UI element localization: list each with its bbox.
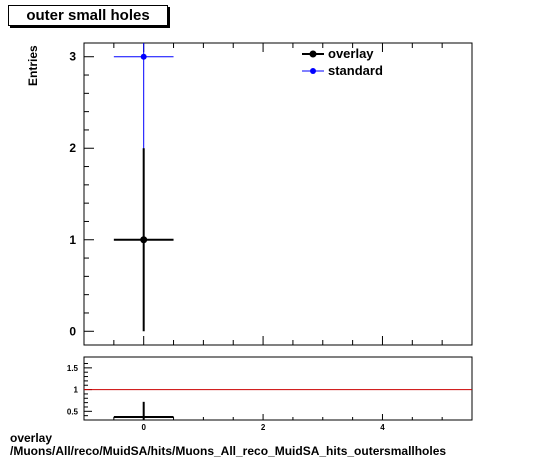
ratio-x-tick-label: 0 — [141, 423, 146, 432]
legend-label-overlay: overlay — [328, 46, 374, 61]
legend-item-overlay: overlay — [302, 45, 383, 62]
main-plot-frame — [83, 42, 473, 346]
series-overlay-point — [140, 236, 148, 244]
footer-line-1: overlay — [10, 431, 53, 445]
ratio-y-tick-label: 1 — [74, 386, 79, 395]
chart-title: outer small holes — [8, 5, 168, 26]
y-axis-label: Entries — [26, 45, 40, 86]
legend-marker-overlay — [302, 50, 324, 57]
series-standard-point — [140, 53, 147, 60]
footer-line-2: /Muons/All/reco/MuidSA/hits/Muons_All_re… — [10, 444, 447, 458]
main-y-tick-label: 1 — [69, 233, 76, 247]
ratio-x-tick-label: 2 — [261, 423, 266, 432]
legend: overlay standard — [302, 45, 383, 79]
main-y-tick-label: 2 — [69, 141, 76, 155]
ratio-x-tick-label: 4 — [380, 423, 385, 432]
legend-marker-standard — [302, 67, 324, 74]
legend-item-standard: standard — [302, 62, 383, 79]
footer: overlay /Muons/All/reco/MuidSA/hits/Muon… — [10, 432, 446, 458]
legend-label-standard: standard — [328, 63, 383, 78]
ratio-y-tick-label: 1.5 — [67, 364, 79, 373]
main-y-tick-label: 3 — [69, 50, 76, 64]
ratio-plot-frame — [83, 356, 473, 421]
ratio-y-tick-label: 0.5 — [67, 407, 79, 416]
main-y-tick-label: 0 — [69, 324, 76, 338]
